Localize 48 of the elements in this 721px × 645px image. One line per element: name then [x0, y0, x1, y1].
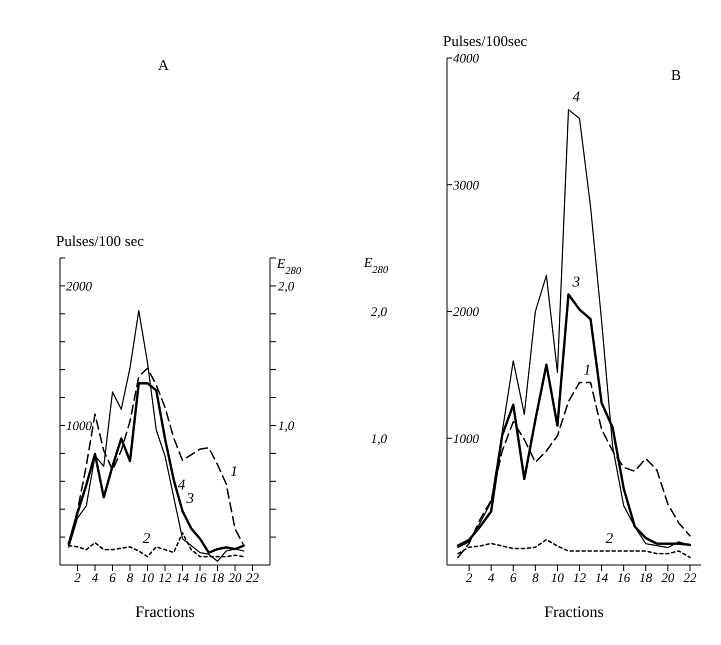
x-tick-label: 20 — [228, 570, 242, 586]
y2-tick-label: 2,0 — [370, 304, 388, 320]
y2-tick-label: 2,0 — [278, 278, 295, 294]
chart-title: A — [158, 58, 169, 75]
series-label: 4 — [178, 477, 186, 494]
series-label: 4 — [572, 90, 580, 106]
y-tick-label: 1000 — [453, 430, 480, 446]
x-tick-label: 16 — [617, 570, 631, 586]
y-axis-title: Pulses/100 sec — [56, 234, 144, 250]
series-label: 1 — [584, 362, 592, 378]
x-tick-label: 6 — [510, 570, 518, 586]
series-label: 3 — [186, 491, 194, 508]
x-tick-label: 16 — [194, 570, 207, 586]
x-axis-title: Fractions — [135, 604, 195, 621]
y-axis-title: Pulses/100sec — [443, 34, 528, 50]
x-tick-label: 8 — [532, 570, 540, 586]
x-tick-label: 10 — [550, 570, 564, 586]
y2-tick-label: 1,0 — [278, 418, 295, 434]
y-tick-label: 4000 — [453, 50, 480, 66]
x-tick-label: 4 — [92, 570, 99, 586]
y-tick-label: 2000 — [66, 278, 92, 294]
y2-tick-label: 1,0 — [370, 430, 388, 446]
x-tick-label: 14 — [176, 570, 190, 586]
x-tick-label: 12 — [573, 570, 587, 586]
text: B — [671, 68, 682, 85]
x-axis-title: Fractions — [544, 604, 604, 621]
y-tick-label: 3000 — [452, 177, 480, 192]
series-label: 3 — [571, 274, 580, 290]
x-tick-label: 14 — [595, 570, 609, 586]
x-tick-label: 12 — [158, 570, 172, 586]
x-tick-label: 2 — [466, 570, 473, 586]
x-tick-label: 10 — [141, 570, 154, 586]
y-tick-label: 1000 — [66, 418, 92, 434]
y-tick-label: 2000 — [453, 304, 480, 320]
x-tick-label: 2 — [74, 570, 82, 586]
x-tick-label: 18 — [211, 570, 224, 586]
x-tick-label: 4 — [488, 570, 495, 586]
series-label: 1 — [230, 464, 238, 480]
y2-axis-title: E$_{280}$ — [276, 257, 302, 276]
x-tick-label: 18 — [639, 570, 653, 586]
series-label: 2 — [606, 531, 614, 548]
x-tick-label: 22 — [246, 570, 260, 586]
x-tick-label: 22 — [683, 570, 697, 586]
x-tick-label: 20 — [661, 570, 675, 586]
y2-axis-title: E$_{280}$ — [362, 256, 389, 276]
x-tick-label: 8 — [126, 570, 134, 586]
x-tick-label: 6 — [109, 570, 116, 586]
series-label: 2 — [142, 531, 151, 548]
